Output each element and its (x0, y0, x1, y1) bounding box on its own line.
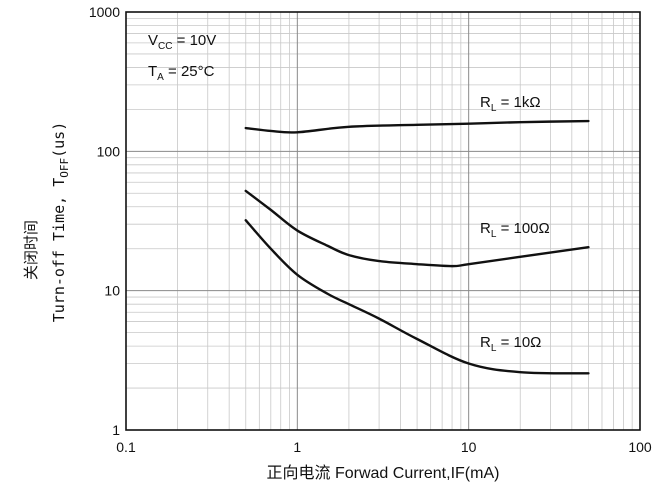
y-tick-label: 10 (104, 283, 120, 299)
y-axis-label: Turn-off Time, TOFF(us) (50, 122, 71, 323)
series-label-1k: RL = 1kΩ (480, 94, 541, 114)
series-line-2 (244, 219, 590, 375)
y-tick-label: 100 (97, 143, 121, 159)
x-tick-label: 10 (461, 439, 477, 455)
y-tick-label: 1 (112, 422, 120, 438)
grid (125, 11, 641, 431)
x-tick-label: 1 (293, 439, 301, 455)
series-line-1 (244, 189, 590, 268)
x-tick-label: 100 (628, 439, 652, 455)
x-axis-label: 正向电流 Forwad Current,IF(mA) (267, 464, 500, 482)
series-line-0 (244, 119, 590, 134)
y-tick-label: 1000 (89, 4, 120, 20)
series-label-10: RL = 10Ω (480, 334, 541, 354)
series-label-100: RL = 100Ω (480, 220, 550, 240)
plot-frame (125, 11, 641, 431)
condition-vcc: VCC = 10V (148, 32, 216, 52)
condition-ta: TA = 25°C (148, 63, 215, 83)
y-axis-label-cn: 关闭时间 (22, 220, 40, 280)
curves (244, 119, 590, 375)
x-tick-label: 0.1 (116, 439, 136, 455)
